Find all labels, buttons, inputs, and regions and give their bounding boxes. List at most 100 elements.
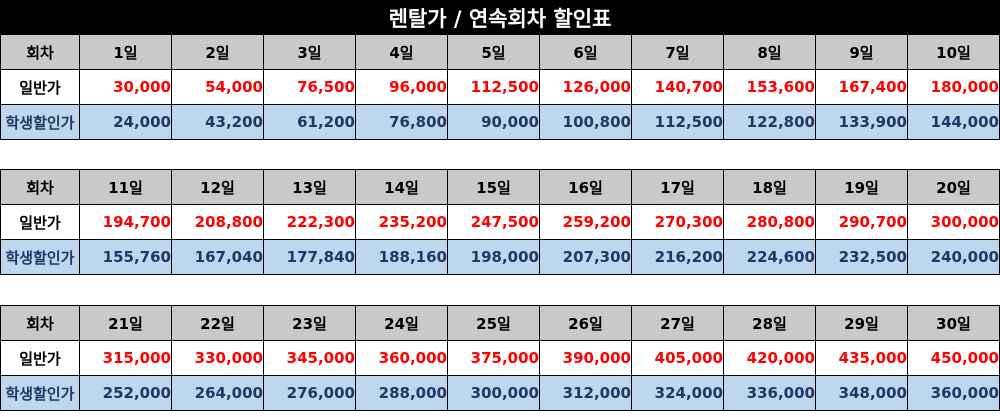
day-header: 2일: [171, 34, 264, 70]
general-price-cell: 126,000: [539, 69, 632, 105]
day-header: 12일: [171, 169, 264, 205]
student-price-cell: 198,000: [447, 239, 540, 275]
student-price-cell: 155,760: [79, 239, 172, 275]
student-price-cell: 177,840: [263, 239, 356, 275]
header-row: 회차 21일 22일 23일 24일 25일 26일 27일 28일 29일 30일: [0, 305, 1000, 341]
student-price-cell: 312,000: [539, 375, 632, 411]
day-header: 20일: [907, 169, 1000, 205]
student-price-cell: 336,000: [723, 375, 816, 411]
day-header: 13일: [263, 169, 356, 205]
general-price-cell: 315,000: [79, 340, 172, 376]
student-price-cell: 24,000: [79, 104, 172, 140]
general-price-cell: 112,500: [447, 69, 540, 105]
general-price-row: 일반가 30,000 54,000 76,500 96,000 112,500 126,00…: [0, 69, 1000, 105]
day-header: 10일: [907, 34, 1000, 70]
day-header: 23일: [263, 305, 356, 341]
day-header: 16일: [539, 169, 632, 205]
day-header: 29일: [815, 305, 908, 341]
day-header: 15일: [447, 169, 540, 205]
header-row: 회차 11일 12일 13일 14일 15일 16일 17일 18일 19일 20일: [0, 169, 1000, 205]
general-price-cell: 259,200: [539, 204, 632, 240]
student-price-cell: 300,000: [447, 375, 540, 411]
student-price-cell: 348,000: [815, 375, 908, 411]
general-price-label: 일반가: [0, 340, 80, 376]
day-header: 19일: [815, 169, 908, 205]
day-header: 5일: [447, 34, 540, 70]
day-header: 25일: [447, 305, 540, 341]
general-price-cell: 54,000: [171, 69, 264, 105]
student-price-cell: 264,000: [171, 375, 264, 411]
general-price-cell: 360,000: [355, 340, 448, 376]
header-row: 회차 1일 2일 3일 4일 5일 6일 7일 8일 9일 10일: [0, 34, 1000, 70]
day-header: 6일: [539, 34, 632, 70]
general-price-cell: 153,600: [723, 69, 816, 105]
day-header: 21일: [79, 305, 172, 341]
general-price-cell: 375,000: [447, 340, 540, 376]
student-price-label: 학생할인가: [0, 375, 80, 411]
general-price-cell: 390,000: [539, 340, 632, 376]
general-price-cell: 290,700: [815, 204, 908, 240]
general-price-cell: 180,000: [907, 69, 1000, 105]
student-price-cell: 240,000: [907, 239, 1000, 275]
general-price-cell: 450,000: [907, 340, 1000, 376]
day-header: 14일: [355, 169, 448, 205]
general-price-row: 일반가 315,000 330,000 345,000 360,000 375,000 39…: [0, 340, 1000, 376]
general-price-label: 일반가: [0, 204, 80, 240]
general-price-cell: 420,000: [723, 340, 816, 376]
general-price-cell: 247,500: [447, 204, 540, 240]
student-price-row: 학생할인가 24,000 43,200 61,200 76,800 90,000 100,8…: [0, 104, 1000, 140]
general-price-cell: 96,000: [355, 69, 448, 105]
student-price-row: 학생할인가 155,760 167,040 177,840 188,160 198,000…: [0, 239, 1000, 275]
sessions-header: 회차: [0, 305, 80, 341]
student-price-label: 학생할인가: [0, 239, 80, 275]
student-price-cell: 76,800: [355, 104, 448, 140]
general-price-cell: 330,000: [171, 340, 264, 376]
general-price-cell: 140,700: [631, 69, 724, 105]
day-header: 11일: [79, 169, 172, 205]
student-price-cell: 207,300: [539, 239, 632, 275]
student-price-cell: 232,500: [815, 239, 908, 275]
general-price-cell: 405,000: [631, 340, 724, 376]
day-header: 17일: [631, 169, 724, 205]
student-price-cell: 144,000: [907, 104, 1000, 140]
student-price-cell: 324,000: [631, 375, 724, 411]
student-price-cell: 90,000: [447, 104, 540, 140]
day-header: 1일: [79, 34, 172, 70]
general-price-cell: 345,000: [263, 340, 356, 376]
day-header: 18일: [723, 169, 816, 205]
student-price-row: 학생할인가 252,000 264,000 276,000 288,000 300,000…: [0, 375, 1000, 411]
rate-table-block: 회차 21일 22일 23일 24일 25일 26일 27일 28일 29일 30일 일반가 315,0…: [0, 305, 1000, 411]
rate-table-block: 회차 1일 2일 3일 4일 5일 6일 7일 8일 9일 10일 일반가 30,000 54,000 76…: [0, 34, 1000, 140]
general-price-cell: 208,800: [171, 204, 264, 240]
student-price-label: 학생할인가: [0, 104, 80, 140]
general-price-cell: 270,300: [631, 204, 724, 240]
general-price-cell: 30,000: [79, 69, 172, 105]
day-header: 26일: [539, 305, 632, 341]
day-header: 7일: [631, 34, 724, 70]
day-header: 3일: [263, 34, 356, 70]
table-title: 렌탈가 / 연속회차 할인표: [0, 0, 1000, 36]
general-price-cell: 435,000: [815, 340, 908, 376]
student-price-cell: 276,000: [263, 375, 356, 411]
student-price-cell: 288,000: [355, 375, 448, 411]
general-price-cell: 222,300: [263, 204, 356, 240]
day-header: 9일: [815, 34, 908, 70]
day-header: 28일: [723, 305, 816, 341]
student-price-cell: 61,200: [263, 104, 356, 140]
student-price-cell: 216,200: [631, 239, 724, 275]
student-price-cell: 167,040: [171, 239, 264, 275]
sessions-header: 회차: [0, 169, 80, 205]
student-price-cell: 133,900: [815, 104, 908, 140]
day-header: 24일: [355, 305, 448, 341]
student-price-cell: 224,600: [723, 239, 816, 275]
day-header: 30일: [907, 305, 1000, 341]
sessions-header: 회차: [0, 34, 80, 70]
student-price-cell: 252,000: [79, 375, 172, 411]
student-price-cell: 188,160: [355, 239, 448, 275]
general-price-cell: 235,200: [355, 204, 448, 240]
general-price-cell: 280,800: [723, 204, 816, 240]
day-header: 8일: [723, 34, 816, 70]
general-price-cell: 76,500: [263, 69, 356, 105]
day-header: 27일: [631, 305, 724, 341]
general-price-cell: 194,700: [79, 204, 172, 240]
